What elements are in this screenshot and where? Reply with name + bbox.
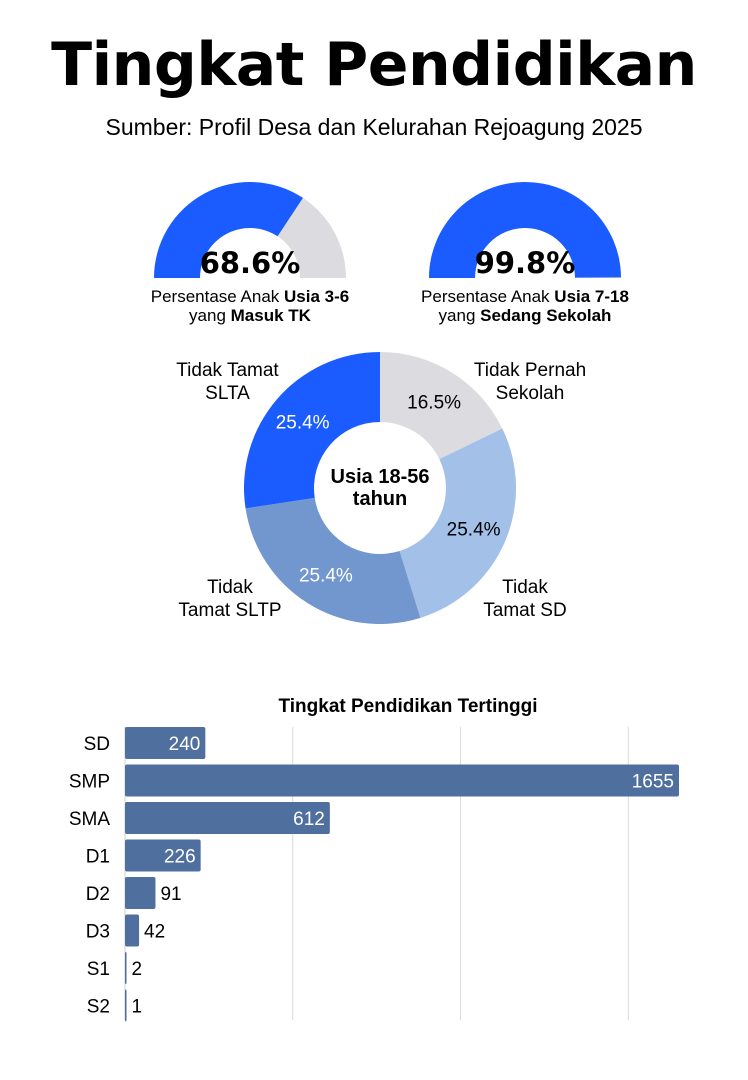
page-subtitle: Sumber: Profil Desa dan Kelurahan Rejoag… (105, 114, 643, 140)
donut-label-tidak-tamat-sltp: Tidak Tamat SLTP (178, 577, 282, 621)
bar-category-label-d3: D3 (86, 922, 110, 943)
donut-slice-tidak-pernah-sekolah (380, 352, 503, 460)
donut-label-tidak-tamat-sd: Tidak Tamat SD (483, 577, 567, 621)
bar-value-label-d1: 226 (164, 847, 196, 868)
bar-value-label-s1: 2 (132, 959, 143, 980)
bar-value-label-d2: 91 (160, 884, 181, 905)
bar-category-label-d2: D2 (86, 884, 110, 905)
bar-sd (125, 727, 206, 759)
bar-smp (125, 764, 679, 797)
bar-category-label-s2: S2 (87, 997, 110, 1018)
bar-category-label-sd: SD (84, 734, 110, 755)
bar-d3 (125, 914, 140, 947)
donut-slice-tidak-tamat-slta (244, 352, 380, 509)
donut-center-label: Usia 18-56 tahun (330, 466, 430, 510)
gauge-1-fill (154, 181, 303, 278)
bar-d1 (125, 839, 201, 872)
donut-slice-tidak-tamat-sd (399, 428, 516, 618)
bar-sma (125, 802, 330, 834)
donut-value-tidak-tamat-sd: 25.4% (447, 520, 501, 541)
gauge-2-fill (429, 181, 621, 278)
bar-s2 (125, 989, 127, 1022)
bar-category-label-d1: D1 (86, 847, 110, 868)
donut-value-tidak-tamat-sltp: 25.4% (299, 565, 353, 586)
bar-d2 (125, 877, 156, 909)
gauge-caption-1: Persentase Anak Usia 3-6 yang Masuk TK (150, 287, 350, 325)
bar-value-label-smp: 1655 (632, 772, 674, 793)
bar-category-label-sma: SMA (69, 809, 111, 830)
gauge-1-value: 68.6% (200, 246, 301, 280)
page-title: Tingkat Pendidikan (51, 30, 697, 100)
donut-slice-tidak-tamat-sltp (245, 497, 421, 624)
gauge-caption-2: Persentase Anak Usia 7-18 yang Sedang Se… (421, 287, 629, 325)
donut-value-tidak-tamat-slta: 25.4% (276, 413, 330, 434)
bar-category-label-smp: SMP (69, 772, 110, 793)
bar-value-label-sd: 240 (169, 734, 201, 755)
bar-category-label-s1: S1 (87, 959, 110, 980)
donut-label-tidak-tamat-slta: Tidak Tamat SLTA (176, 360, 279, 404)
bar-s1 (125, 952, 127, 984)
gauge-2-value: 99.8% (475, 246, 576, 280)
bar-value-label-d3: 42 (144, 922, 165, 943)
donut-label-tidak-pernah-sekolah: Tidak Pernah Sekolah (473, 360, 587, 404)
bar-chart-title: Tingkat Pendidikan Tertinggi (279, 696, 538, 717)
bar-value-label-sma: 612 (293, 809, 325, 830)
bar-value-label-s2: 1 (132, 997, 143, 1018)
donut-value-tidak-pernah-sekolah: 16.5% (407, 393, 461, 414)
